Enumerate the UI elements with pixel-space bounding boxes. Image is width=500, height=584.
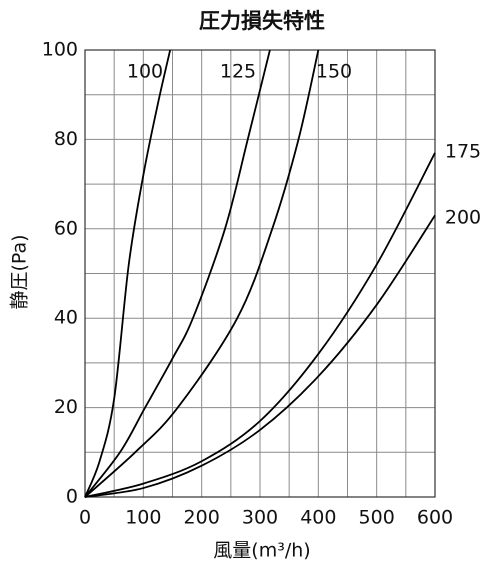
grid bbox=[84, 49, 436, 498]
y-tick-label: 0 bbox=[66, 486, 78, 508]
x-tick-label: 100 bbox=[125, 507, 161, 529]
series-label: 100 bbox=[127, 61, 163, 83]
curve bbox=[84, 49, 271, 498]
curve bbox=[84, 49, 320, 498]
series-label: 150 bbox=[316, 61, 352, 83]
curve bbox=[84, 152, 436, 498]
y-tick-label: 100 bbox=[42, 39, 78, 61]
y-tick-label: 60 bbox=[54, 217, 78, 239]
x-tick-label: 600 bbox=[417, 507, 453, 529]
x-tick-label: 500 bbox=[359, 507, 395, 529]
series-label: 125 bbox=[220, 61, 256, 83]
y-tick-label: 80 bbox=[54, 128, 78, 150]
y-tick-label: 20 bbox=[54, 396, 78, 418]
series-label: 200 bbox=[445, 207, 481, 229]
x-tick-label: 300 bbox=[242, 507, 278, 529]
y-axis-label: 静圧(Pa) bbox=[9, 234, 31, 309]
x-tick-label: 400 bbox=[300, 507, 336, 529]
plot-frame bbox=[84, 49, 436, 498]
chart-title: 圧力損失特性 bbox=[199, 9, 325, 33]
curve bbox=[84, 214, 436, 498]
x-tick-label: 200 bbox=[184, 507, 220, 529]
x-axis-label: 風量(m³/h) bbox=[213, 540, 310, 562]
x-tick-label: 0 bbox=[79, 507, 91, 529]
y-tick-label: 40 bbox=[54, 307, 78, 329]
series-label: 175 bbox=[445, 141, 481, 163]
curve bbox=[84, 49, 172, 498]
plot: 100 125 150 175 200 bbox=[84, 49, 481, 498]
